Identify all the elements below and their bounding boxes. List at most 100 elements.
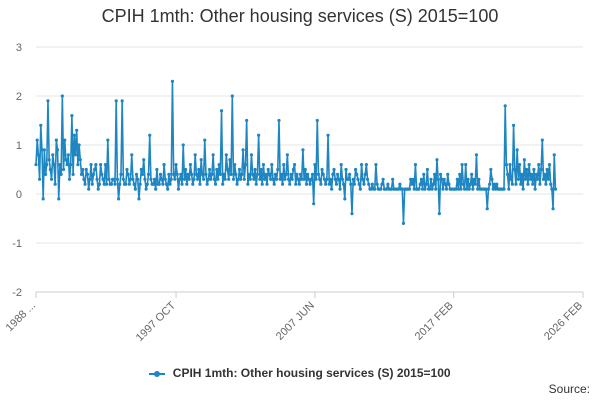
- data-point: [207, 167, 212, 172]
- data-point: [550, 187, 554, 191]
- data-point: [106, 138, 110, 142]
- data-point: [284, 172, 288, 176]
- data-point: [48, 167, 52, 172]
- data-point: [421, 187, 425, 191]
- data-point: [369, 187, 373, 191]
- data-point: [289, 172, 293, 176]
- data-point: [521, 187, 525, 191]
- data-point: [40, 148, 44, 152]
- data-point: [267, 172, 271, 176]
- data-point: [109, 182, 114, 186]
- data-point: [429, 177, 433, 181]
- data-point: [96, 187, 100, 191]
- data-point: [342, 182, 346, 186]
- data-point: [327, 182, 331, 186]
- data-point: [209, 177, 213, 181]
- data-point: [252, 177, 256, 181]
- data-point: [503, 104, 507, 108]
- data-point: [418, 182, 422, 186]
- data-point: [467, 187, 471, 191]
- data-point: [221, 182, 225, 186]
- data-point: [308, 182, 312, 186]
- data-point: [520, 172, 524, 176]
- data-point: [330, 187, 334, 191]
- data-point: [466, 177, 470, 181]
- data-point: [55, 148, 60, 152]
- data-point: [215, 167, 219, 172]
- data-point: [370, 182, 374, 186]
- data-point: [164, 182, 169, 186]
- data-point: [316, 172, 321, 176]
- data-point: [128, 177, 133, 181]
- data-point: [264, 172, 268, 176]
- data-point: [398, 182, 402, 186]
- data-point: [258, 177, 262, 181]
- x-tick-label: 1997 OCT: [134, 299, 179, 344]
- data-point: [353, 167, 358, 172]
- data-point: [510, 182, 514, 186]
- data-point: [551, 207, 555, 211]
- data-point: [217, 163, 221, 167]
- data-point: [545, 167, 549, 172]
- data-point: [454, 187, 458, 191]
- data-point: [113, 182, 117, 186]
- data-point: [213, 182, 218, 186]
- data-point: [180, 182, 184, 186]
- data-point: [173, 177, 177, 181]
- data-point: [446, 172, 450, 176]
- data-point: [468, 182, 473, 186]
- data-point: [528, 177, 532, 181]
- data-point: [374, 163, 378, 167]
- data-point: [314, 177, 318, 181]
- data-point: [296, 177, 300, 181]
- data-point: [476, 187, 480, 191]
- series-cpih-other-housing: [34, 79, 558, 225]
- data-point: [101, 177, 105, 181]
- data-point: [121, 177, 125, 181]
- data-point: [537, 163, 541, 167]
- data-point: [272, 182, 276, 186]
- data-point: [489, 167, 493, 172]
- x-tick-label: 2017 FEB: [413, 300, 456, 343]
- data-point: [200, 172, 204, 176]
- data-point: [432, 172, 437, 176]
- data-point: [191, 182, 195, 186]
- y-tick-label: -1: [12, 238, 22, 250]
- data-point: [535, 177, 540, 181]
- data-point: [64, 158, 68, 162]
- data-point: [167, 172, 171, 176]
- data-point: [70, 114, 74, 118]
- data-point: [187, 177, 191, 181]
- data-point: [355, 172, 359, 176]
- y-tick-label: 3: [16, 42, 22, 54]
- data-point: [486, 187, 491, 191]
- data-point: [343, 197, 347, 201]
- data-point: [35, 138, 39, 142]
- data-point: [241, 148, 245, 152]
- data-point: [301, 148, 305, 152]
- data-point: [184, 167, 188, 172]
- legend[interactable]: CPIH 1mth: Other housing services (S) 20…: [0, 366, 600, 380]
- data-point: [310, 172, 315, 176]
- data-point: [525, 167, 529, 172]
- data-point: [118, 182, 122, 186]
- data-point: [462, 187, 467, 191]
- data-point: [516, 177, 520, 181]
- data-point: [534, 172, 538, 176]
- data-point: [229, 172, 233, 176]
- data-point: [438, 172, 443, 176]
- data-point: [367, 182, 371, 186]
- gridlines: [36, 46, 583, 293]
- data-point: [549, 182, 553, 186]
- y-tick-label: 0: [16, 189, 22, 201]
- data-point: [34, 163, 38, 167]
- data-point: [531, 182, 535, 186]
- data-point: [192, 177, 196, 181]
- data-point: [485, 207, 489, 211]
- data-point: [491, 187, 495, 191]
- data-point: [58, 163, 62, 167]
- data-point: [143, 177, 147, 181]
- data-point: [119, 172, 123, 176]
- data-point: [219, 109, 224, 113]
